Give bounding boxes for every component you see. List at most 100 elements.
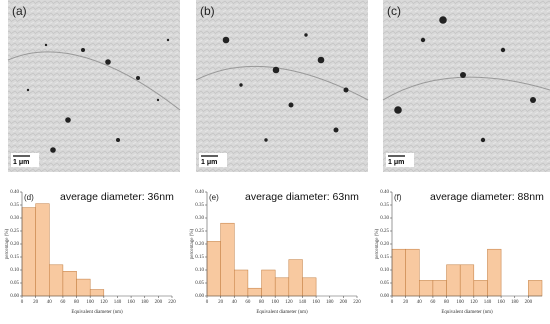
x-tick-label: 20 [403, 300, 409, 305]
scale-label: 1 μm [13, 159, 29, 166]
bar [288, 259, 303, 297]
particle [239, 83, 243, 87]
particle [317, 56, 325, 64]
x-tick-label: 220 [168, 300, 176, 305]
x-tick-label: 160 [127, 300, 135, 305]
bar [35, 203, 50, 297]
annotation: average diameter: 36nm [60, 191, 174, 203]
grain-boundary [7, 51, 181, 111]
y-tick-label: 0.35 [195, 203, 204, 208]
y-axis-title: percentage (%) [190, 228, 195, 259]
micrograph [383, 0, 550, 172]
bar [49, 264, 64, 297]
particle [530, 97, 536, 103]
y-tick-label: 0.05 [10, 281, 19, 286]
scale-label: 1 μm [388, 159, 404, 166]
y-tick-label: 0.10 [195, 268, 204, 273]
y-axis-title: percentage (%) [5, 228, 10, 259]
x-tick-label: 80 [444, 300, 450, 305]
x-tick-label: 100 [456, 300, 464, 305]
bar [446, 264, 461, 297]
bar [419, 280, 434, 297]
y-tick-label: 0.15 [380, 255, 389, 260]
y-tick-label: 0.10 [10, 268, 19, 273]
particle [222, 36, 230, 44]
y-tick-label: 0.00 [195, 294, 204, 299]
particle [116, 138, 120, 142]
y-tick-label: 0.15 [195, 255, 204, 260]
y-tick-label: 0.00 [380, 294, 389, 299]
x-tick-label: 160 [312, 300, 320, 305]
bar [487, 248, 502, 297]
micrograph [196, 0, 368, 172]
grain-boundary [382, 76, 550, 101]
x-tick-label: 20 [218, 300, 224, 305]
y-tick-label: 0.25 [380, 229, 389, 234]
x-tick-label: 120 [100, 300, 108, 305]
y-tick-label: 0.20 [10, 242, 19, 247]
particle [288, 102, 294, 108]
x-axis-title: Equivalent diameter (nm) [441, 310, 493, 315]
x-tick-label: 180 [326, 300, 334, 305]
x-tick-label: 100 [86, 300, 94, 305]
y-tick-label: 0.35 [380, 203, 389, 208]
x-tick-label: 140 [114, 300, 122, 305]
x-tick-label: 80 [74, 300, 80, 305]
bar [302, 277, 317, 297]
particle [264, 138, 268, 142]
y-tick-label: 0.10 [380, 268, 389, 273]
panel-label: (f) [394, 193, 402, 202]
x-tick-label: 60 [60, 300, 66, 305]
annotation: average diameter: 63nm [245, 191, 359, 203]
y-tick-label: 0.05 [195, 281, 204, 286]
panel-label: (b) [200, 4, 215, 18]
x-axis-title: Equivalent diameter (nm) [71, 310, 123, 315]
bar [405, 248, 420, 297]
bar [247, 287, 262, 297]
x-tick-label: 80 [259, 300, 265, 305]
particle [343, 87, 349, 93]
particle [156, 98, 160, 102]
y-tick-label: 0.25 [10, 229, 19, 234]
particle [480, 137, 486, 143]
panel-label: (c) [387, 4, 401, 18]
panel-label: (a) [12, 4, 27, 18]
panel-label: (e) [209, 193, 219, 202]
x-tick-label: 60 [245, 300, 251, 305]
x-tick-label: 200 [340, 300, 348, 305]
bar [459, 264, 475, 297]
bar [391, 248, 406, 297]
bar [274, 277, 290, 297]
y-tick-label: 0.30 [10, 216, 19, 221]
bar [432, 280, 447, 297]
particle [105, 59, 111, 65]
x-tick-label: 120 [285, 300, 293, 305]
grain-boundary [195, 65, 369, 101]
x-tick-label: 40 [417, 300, 423, 305]
particle [304, 33, 308, 37]
particle [44, 43, 48, 47]
particle [166, 38, 170, 42]
particle [333, 127, 339, 133]
y-tick-label: 0.30 [380, 216, 389, 221]
x-tick-label: 40 [47, 300, 53, 305]
x-axis-title: Equivalent diameter (nm) [256, 310, 308, 315]
bar [76, 278, 91, 297]
particle [420, 37, 426, 43]
x-tick-label: 220 [353, 300, 361, 305]
x-tick-label: 60 [430, 300, 436, 305]
particle [500, 47, 506, 53]
particle [272, 66, 280, 74]
bar [220, 222, 235, 297]
panel-label: (d) [24, 193, 34, 202]
bar [21, 207, 36, 297]
bar [234, 269, 249, 297]
y-tick-label: 0.35 [10, 203, 19, 208]
x-tick-label: 0 [21, 300, 24, 305]
scale-label: 1 μm [201, 159, 217, 166]
x-tick-label: 40 [232, 300, 238, 305]
particle [81, 48, 85, 52]
x-tick-label: 140 [484, 300, 492, 305]
x-tick-label: 0 [206, 300, 209, 305]
